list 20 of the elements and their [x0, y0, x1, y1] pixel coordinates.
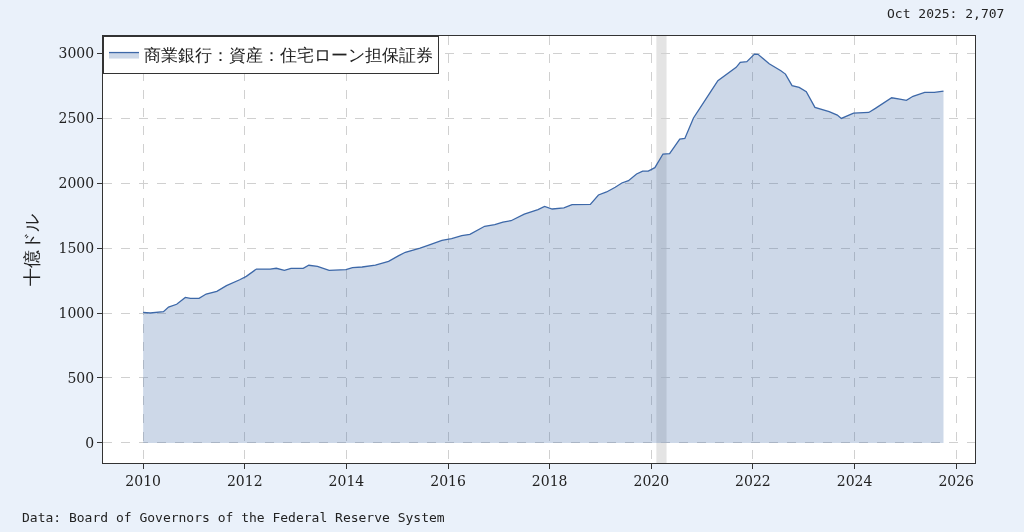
y-tick-label: 0 [85, 434, 95, 451]
x-tick-label: 2026 [938, 472, 975, 489]
text: Oct 2025: 2,707 [887, 6, 1005, 21]
y-tick-label: 500 [67, 369, 95, 386]
y-tick-label: 1000 [58, 304, 95, 321]
x-tick-label: 2018 [531, 472, 568, 489]
y-tick-label: 1500 [58, 239, 95, 256]
y-tick-label: 2000 [58, 174, 95, 191]
x-tick-label: 2022 [735, 472, 771, 489]
legend-label: 商業銀行：資産：住宅ローン担保証券 [144, 45, 433, 66]
x-tick-label: 2010 [125, 472, 161, 489]
x-tick-label: 2016 [430, 472, 466, 489]
x-tick-label: 2012 [226, 472, 263, 489]
text: Data: Board of Governors of the Federal Reserve System [22, 510, 445, 525]
y-axis-title: 十億ドル [20, 213, 42, 286]
x-tick-label: 2024 [836, 472, 873, 489]
x-tick-label: 2014 [328, 472, 365, 489]
x-tick-label: 2020 [633, 472, 670, 489]
y-tick-label: 3000 [58, 44, 95, 61]
y-tick-label: 2500 [58, 109, 95, 126]
